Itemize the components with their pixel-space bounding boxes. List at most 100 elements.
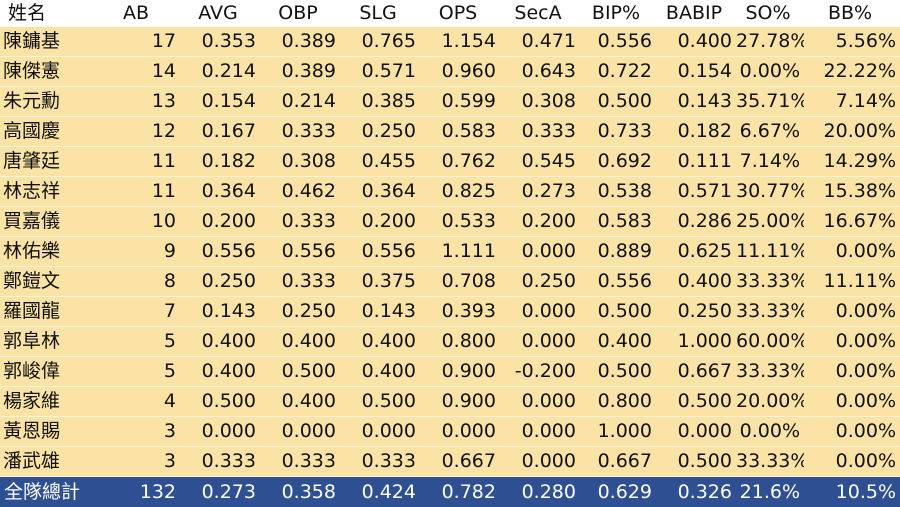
stat-cell: 17 — [96, 27, 180, 57]
stat-cell: 60.00% — [736, 327, 804, 357]
stat-cell: 0.00% — [804, 297, 900, 327]
stat-cell: 0.000 — [656, 417, 736, 447]
stat-cell: 27.78% — [736, 27, 804, 57]
stat-cell: 5 — [96, 327, 180, 357]
stat-cell: 0.400 — [180, 327, 260, 357]
column-header: BIP% — [580, 0, 656, 27]
total-stat-cell: 0.358 — [260, 477, 340, 507]
stat-cell: 14.29% — [804, 147, 900, 177]
stat-cell: 0.583 — [420, 117, 500, 147]
stat-cell: 0.143 — [180, 297, 260, 327]
stat-cell: 0.400 — [260, 327, 340, 357]
stat-cell: 0.599 — [420, 87, 500, 117]
stat-cell: 0.765 — [340, 27, 420, 57]
stat-cell: 9 — [96, 237, 180, 267]
stat-cell: 0.000 — [260, 417, 340, 447]
stat-cell: 0.250 — [656, 297, 736, 327]
stat-cell: 0.385 — [340, 87, 420, 117]
stat-cell: 0.400 — [180, 357, 260, 387]
column-header: SO% — [736, 0, 804, 27]
stat-cell: 0.500 — [656, 447, 736, 477]
player-name-cell: 黃恩賜 — [0, 417, 96, 447]
player-name-cell: 林志祥 — [0, 177, 96, 207]
player-name-cell: 林佑樂 — [0, 237, 96, 267]
stat-cell: 1.000 — [656, 327, 736, 357]
stat-cell: 0.692 — [580, 147, 656, 177]
stat-cell: 0.733 — [580, 117, 656, 147]
stat-cell: -0.200 — [500, 357, 580, 387]
stat-cell: 33.33% — [736, 267, 804, 297]
stat-cell: 33.33% — [736, 447, 804, 477]
total-stat-cell: 10.5% — [804, 477, 900, 507]
stat-cell: 13 — [96, 87, 180, 117]
stat-cell: 7.14% — [804, 87, 900, 117]
stat-cell: 0.200 — [500, 207, 580, 237]
stat-cell: 0.538 — [580, 177, 656, 207]
stat-cell: 33.33% — [736, 357, 804, 387]
stat-cell: 0.667 — [580, 447, 656, 477]
stat-cell: 0.500 — [580, 357, 656, 387]
stat-cell: 0.500 — [260, 357, 340, 387]
stat-cell: 0.353 — [180, 27, 260, 57]
stat-cell: 0.393 — [420, 297, 500, 327]
stat-cell: 0.000 — [180, 417, 260, 447]
stat-cell: 0.571 — [656, 177, 736, 207]
stat-cell: 1.154 — [420, 27, 500, 57]
stat-cell: 0.900 — [420, 357, 500, 387]
stat-cell: 4 — [96, 387, 180, 417]
stat-cell: 0.308 — [260, 147, 340, 177]
stat-cell: 0.825 — [420, 177, 500, 207]
total-stat-cell: 132 — [96, 477, 180, 507]
stat-cell: 12 — [96, 117, 180, 147]
stat-cell: 0.333 — [180, 447, 260, 477]
stat-cell: 35.71% — [736, 87, 804, 117]
stat-cell: 0.167 — [180, 117, 260, 147]
player-name-cell: 陳傑憲 — [0, 57, 96, 87]
stat-cell: 0.625 — [656, 237, 736, 267]
stat-cell: 0.286 — [656, 207, 736, 237]
column-header: AB — [96, 0, 180, 27]
stat-cell: 0.333 — [260, 207, 340, 237]
player-name-cell: 郭峻偉 — [0, 357, 96, 387]
stat-cell: 0.00% — [736, 57, 804, 87]
stat-cell: 0.00% — [736, 417, 804, 447]
stat-cell: 0.800 — [420, 327, 500, 357]
stat-cell: 0.400 — [340, 327, 420, 357]
stat-cell: 7 — [96, 297, 180, 327]
stat-cell: 0.00% — [804, 237, 900, 267]
total-stat-cell: 0.280 — [500, 477, 580, 507]
stat-cell: 0.250 — [340, 117, 420, 147]
stat-cell: 11 — [96, 147, 180, 177]
total-stat-cell: 0.629 — [580, 477, 656, 507]
stat-cell: 0.000 — [420, 417, 500, 447]
stat-cell: 0.800 — [580, 387, 656, 417]
column-header: BB% — [804, 0, 900, 27]
stat-cell: 0.389 — [260, 27, 340, 57]
stat-cell: 5 — [96, 357, 180, 387]
stat-cell: 0.273 — [500, 177, 580, 207]
stat-cell: 0.200 — [180, 207, 260, 237]
stat-cell: 0.500 — [656, 387, 736, 417]
player-name-cell: 潘武雄 — [0, 447, 96, 477]
stat-cell: 0.000 — [500, 297, 580, 327]
stat-cell: 30.77% — [736, 177, 804, 207]
stat-cell: 0.333 — [260, 447, 340, 477]
stat-cell: 0.471 — [500, 27, 580, 57]
stat-cell: 0.333 — [260, 117, 340, 147]
stat-cell: 0.143 — [340, 297, 420, 327]
stat-cell: 0.000 — [500, 237, 580, 267]
column-header: OPS — [420, 0, 500, 27]
player-name-cell: 高國慶 — [0, 117, 96, 147]
stat-cell: 0.389 — [260, 57, 340, 87]
stat-cell: 0.333 — [340, 447, 420, 477]
stat-cell: 11.11% — [736, 237, 804, 267]
